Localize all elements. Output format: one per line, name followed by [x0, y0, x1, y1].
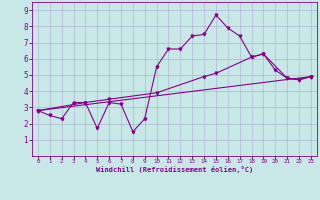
X-axis label: Windchill (Refroidissement éolien,°C): Windchill (Refroidissement éolien,°C) [96, 166, 253, 173]
